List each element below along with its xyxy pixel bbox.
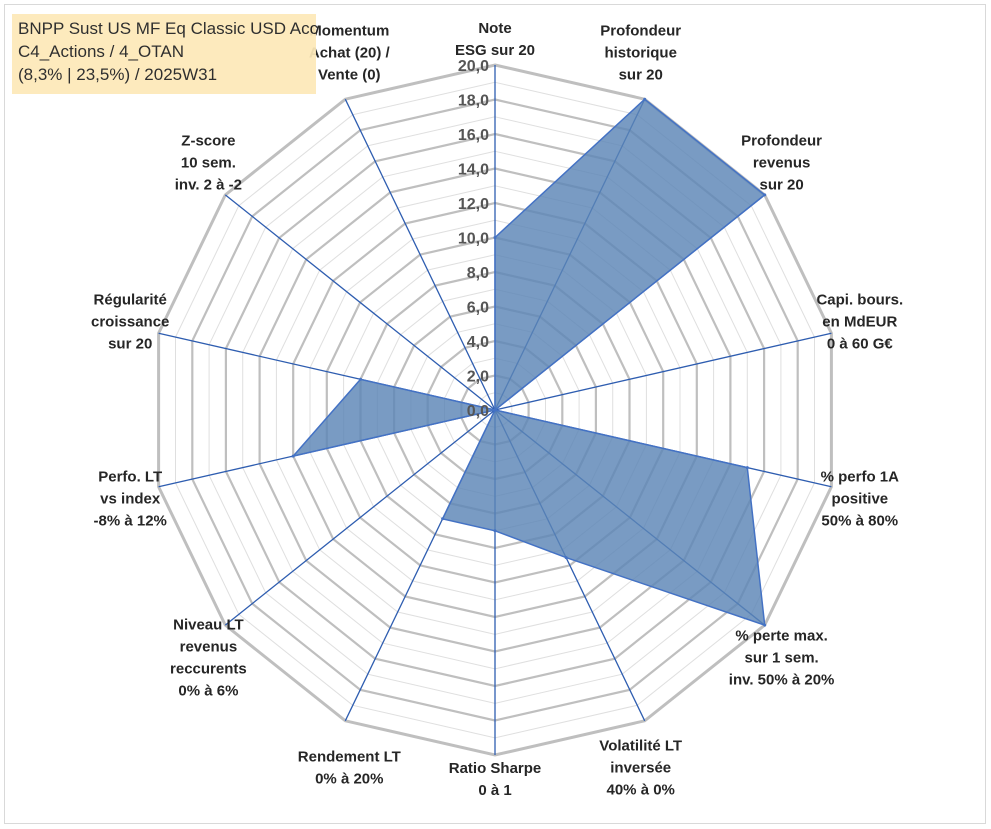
category-label-line: 50% à 80% — [821, 512, 898, 529]
category-label-line: Rendement LT — [298, 749, 401, 766]
category-label-line: 0 à 60 G€ — [827, 336, 894, 353]
category-label-line: inv. 50% à 20% — [729, 672, 835, 689]
series-point — [493, 236, 497, 239]
axis-spoke — [224, 409, 496, 626]
tick-label: 4,0 — [467, 334, 489, 351]
category-label-line: Z-score — [181, 133, 235, 150]
category-label-line: Momentum — [309, 22, 389, 39]
category-label-line: 10 sem. — [181, 155, 236, 172]
series-point — [359, 377, 362, 381]
category-label-line: 40% à 0% — [607, 782, 675, 799]
series-area — [291, 98, 766, 627]
tick-label: 14,0 — [458, 162, 489, 179]
series-point — [493, 529, 497, 533]
series-point — [763, 193, 767, 197]
category-label-line: sur 20 — [619, 66, 663, 83]
category-label: Perfo. LT vs index -8% à 12% — [94, 468, 167, 529]
title-line-2: C4_Actions / 4_OTAN — [18, 42, 184, 61]
category-label-line: sur 20 — [108, 336, 152, 353]
category-label-line: % perte max. — [735, 628, 828, 645]
series-point — [763, 623, 767, 627]
category-label: Momentum Achat (20) / Vente (0) — [309, 22, 391, 83]
category-label-line: Profondeur — [741, 133, 822, 150]
category-label-line: Achat (20) / — [309, 44, 391, 61]
category-label-line: Ratio Sharpe — [449, 760, 542, 777]
category-label-line: Perfo. LT — [98, 468, 162, 485]
tick-label: 20,0 — [458, 58, 489, 75]
category-label-line: inv. 2 à -2 — [175, 177, 242, 194]
category-label-line: sur 1 sem. — [744, 650, 818, 667]
category-label-line: ESG sur 20 — [455, 42, 535, 59]
category-label-line: Volatilité LT — [599, 738, 682, 755]
category-label: Capi. bours. en MdEUR 0 à 60 G€ — [816, 292, 903, 353]
category-label-line: revenus — [180, 639, 238, 656]
category-label-line: croissance — [91, 314, 169, 331]
series-point — [564, 556, 568, 560]
title-box: BNPP Sust US MF Eq Classic USD Acc C4_Ac… — [12, 14, 319, 94]
category-label-line: % perfo 1A — [821, 468, 900, 485]
category-label: Z-score 10 sem. inv. 2 à -2 — [175, 133, 242, 194]
category-label-line: 0 à 1 — [478, 782, 511, 799]
axis-spoke — [344, 98, 496, 411]
category-label: Ratio Sharpe 0 à 1 — [449, 760, 542, 799]
category-label-line: Niveau LT — [173, 617, 244, 634]
category-label-line: 0% à 6% — [178, 683, 238, 700]
category-label-line: Régularité — [94, 292, 167, 309]
series-point — [745, 466, 749, 470]
category-label-line: Vente (0) — [318, 66, 381, 83]
tick-label: 6,0 — [467, 300, 489, 317]
title-line-3: (8,3% | 23,5%) / 2025W31 — [18, 65, 218, 84]
tick-label: 10,0 — [458, 231, 489, 248]
category-label-line: Capi. bours. — [816, 292, 903, 309]
category-labels: Note ESG sur 20 Profondeur historique sur 20… — [91, 20, 903, 799]
tick-label: 12,0 — [458, 196, 489, 213]
category-label-line: Note — [478, 20, 511, 37]
category-label: % perte max. sur 1 sem. inv. 50% à 20% — [729, 628, 835, 689]
category-label-line: Profondeur — [600, 22, 681, 39]
category-label: Profondeur historique sur 20 — [600, 22, 681, 83]
category-label: Note ESG sur 20 — [455, 20, 535, 59]
category-label: % perfo 1A positive 50% à 80% — [821, 468, 900, 529]
category-label-line: revenus — [753, 155, 811, 172]
axis-spoke — [494, 332, 832, 411]
category-label-line: sur 20 — [759, 177, 803, 194]
axis-spoke — [224, 194, 496, 411]
category-label-line: historique — [604, 44, 677, 61]
category-label: Régularité croissance sur 20 — [91, 292, 169, 353]
category-label-line: inversée — [610, 760, 671, 777]
category-label-line: vs index — [100, 490, 161, 507]
tick-label: 0,0 — [467, 403, 489, 420]
series-point — [493, 408, 497, 412]
tick-label: 18,0 — [458, 93, 489, 110]
series-point — [643, 97, 647, 101]
category-label: Niveau LT revenus reccurents 0% à 6% — [170, 617, 247, 700]
category-label-line: en MdEUR — [822, 314, 897, 331]
series-point — [441, 517, 445, 521]
category-label-line: positive — [831, 490, 888, 507]
category-label-line: -8% à 12% — [94, 512, 167, 529]
category-label: Rendement LT 0% à 20% — [298, 749, 401, 788]
tick-label: 16,0 — [458, 127, 489, 144]
category-label-line: reccurents — [170, 661, 247, 678]
category-label: Volatilité LT inversée 40% à 0% — [599, 738, 682, 799]
series-point — [291, 454, 295, 458]
tick-labels: 0,0 2,0 4,0 6,0 8,0 10,0 12,0 14,0 16,0 18,0 20,0 — [458, 58, 489, 420]
category-label-line: 0% à 20% — [315, 771, 383, 788]
series-layer — [291, 97, 767, 627]
tick-label: 2,0 — [467, 369, 489, 386]
category-label: Profondeur revenus sur 20 — [741, 133, 822, 194]
tick-label: 8,0 — [467, 265, 489, 282]
title-line-1: BNPP Sust US MF Eq Classic USD Acc — [18, 19, 319, 38]
